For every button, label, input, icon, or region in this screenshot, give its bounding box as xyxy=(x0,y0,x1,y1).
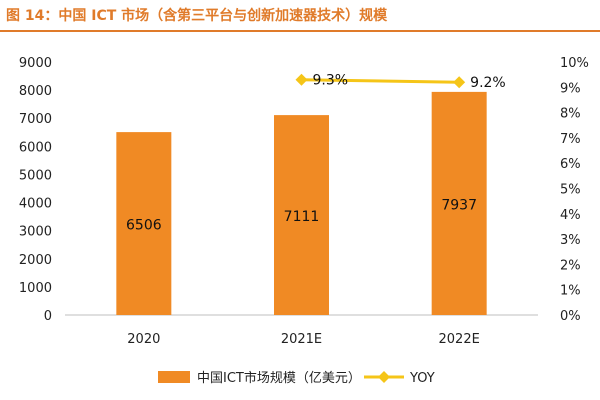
y-tick-label: 2000 xyxy=(19,253,52,268)
y-tick-label: 8000 xyxy=(19,84,52,99)
y-tick-label: 5000 xyxy=(19,168,52,183)
y2-tick-label: 9% xyxy=(560,81,581,96)
title-rule xyxy=(0,30,600,32)
y2-tick-label: 0% xyxy=(560,309,581,324)
y2-tick-label: 4% xyxy=(560,208,581,223)
y2-tick-label: 8% xyxy=(560,107,581,122)
y-tick-label: 9000 xyxy=(19,56,52,71)
y-tick-label: 4000 xyxy=(19,197,52,212)
legend-line-marker xyxy=(378,371,390,383)
title-bar: 图 14：中国 ICT 市场（含第三平台与创新加速器技术）规模 xyxy=(0,0,600,32)
legend-line-label: YOY xyxy=(409,371,435,386)
yoy-point xyxy=(453,76,466,89)
bar xyxy=(116,132,172,315)
legend-bar-label: 中国ICT市场规模（亿美元） xyxy=(197,370,361,386)
y2-tick-label: 2% xyxy=(560,258,581,273)
yoy-line xyxy=(301,78,460,84)
bar-value-label: 7111 xyxy=(284,209,320,225)
bar xyxy=(431,91,487,315)
bar-value-label: 6506 xyxy=(126,218,162,234)
y-tick-label: 7000 xyxy=(19,112,52,127)
y2-tick-label: 10% xyxy=(560,56,589,71)
y-tick-label: 3000 xyxy=(19,225,52,240)
x-tick-label: 2022E xyxy=(439,332,480,347)
y2-tick-label: 3% xyxy=(560,233,581,248)
chart-title: 图 14：中国 ICT 市场（含第三平台与创新加速器技术）规模 xyxy=(6,8,388,24)
x-tick-label: 2021E xyxy=(281,332,322,347)
bar-value-label: 7937 xyxy=(441,197,477,213)
y2-tick-label: 6% xyxy=(560,157,581,172)
yoy-data-label: 9.3% xyxy=(313,73,349,89)
y-tick-label: 1000 xyxy=(19,281,52,296)
bar xyxy=(274,115,329,315)
yoy-data-label: 9.2% xyxy=(470,75,506,91)
legend-bar-swatch xyxy=(158,371,190,383)
y-tick-label: 6000 xyxy=(19,140,52,155)
y-tick-label: 0 xyxy=(44,309,52,324)
yoy-point xyxy=(295,73,308,86)
y2-tick-label: 1% xyxy=(560,284,581,299)
y2-tick-label: 7% xyxy=(560,132,581,147)
y2-tick-label: 5% xyxy=(560,183,581,198)
x-tick-label: 2020 xyxy=(127,332,160,347)
